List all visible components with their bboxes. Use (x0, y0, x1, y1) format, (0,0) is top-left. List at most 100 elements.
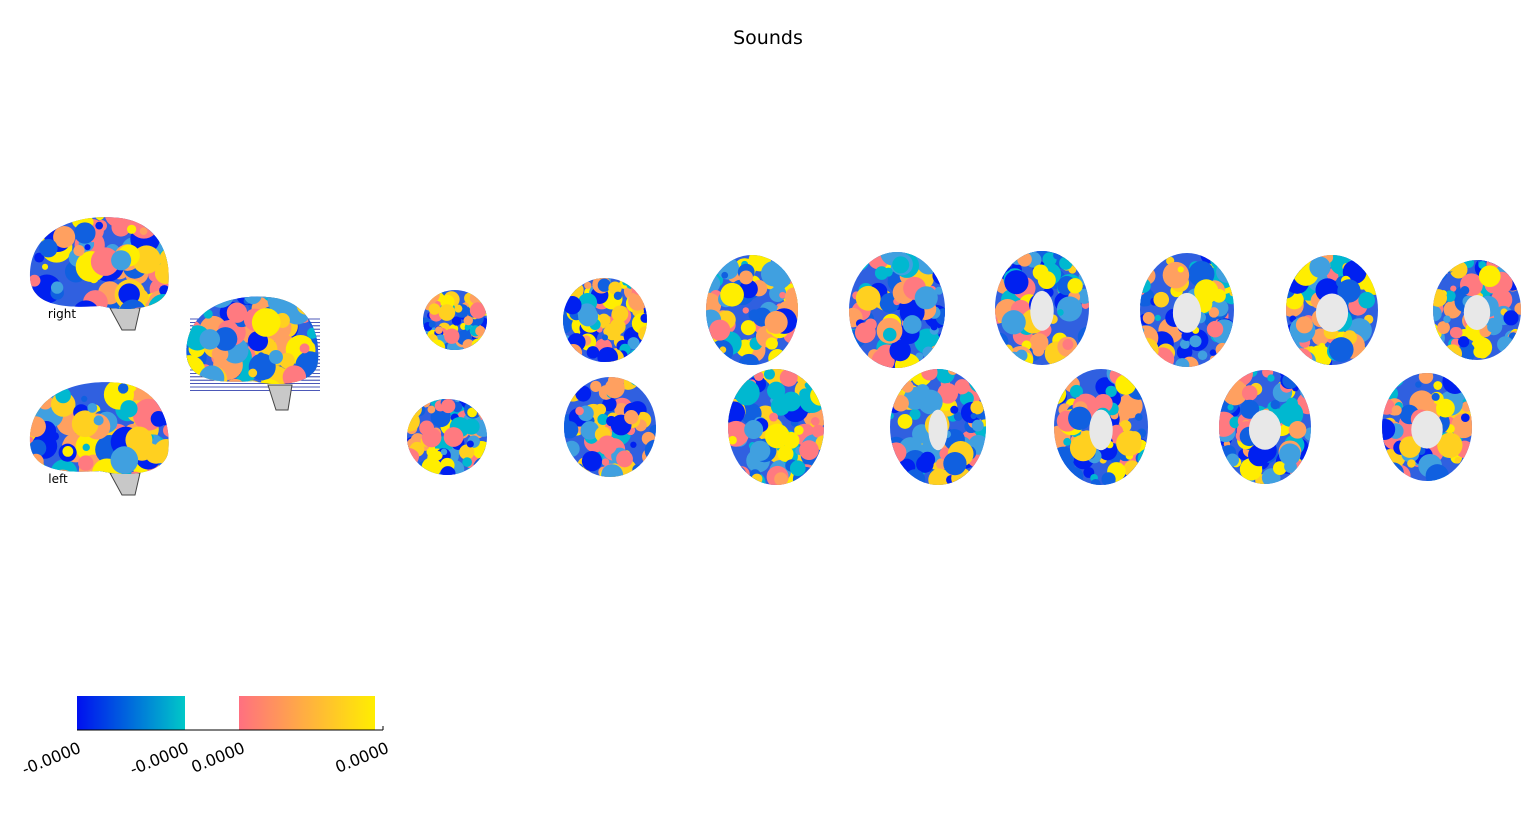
activation-blob (1068, 406, 1092, 431)
activation-blob (930, 323, 938, 331)
activation-blob (423, 290, 440, 304)
activation-blob (117, 383, 129, 394)
activation-blob (564, 377, 579, 392)
activation-blob (934, 286, 944, 295)
activation-blob (1153, 253, 1163, 259)
activation-blob (1433, 269, 1441, 279)
activation-blob (995, 256, 1013, 273)
activation-blob (1079, 352, 1089, 365)
activation-blob (811, 424, 824, 438)
activation-blob (1208, 307, 1220, 318)
activation-blob (753, 371, 764, 381)
brainstem (267, 384, 293, 411)
activation-blob (1072, 389, 1081, 398)
activation-blob (480, 468, 487, 475)
activation-blob (1454, 457, 1462, 464)
activation-blob (1056, 296, 1083, 322)
activation-blob (937, 383, 959, 404)
activation-blob (1227, 404, 1234, 411)
activation-blob (1140, 337, 1159, 363)
activation-blob (1213, 354, 1231, 367)
activation-blob (481, 336, 487, 345)
activation-blob (1135, 463, 1143, 471)
activation-blob (897, 414, 913, 429)
activation-blob (796, 371, 809, 385)
activation-blob (630, 441, 637, 448)
activation-blob (571, 278, 584, 287)
activation-blob (578, 306, 599, 327)
ventricle (1315, 293, 1349, 332)
activation-blob (298, 296, 319, 307)
activation-blob (1057, 309, 1064, 316)
activation-blob (616, 450, 633, 468)
activation-blob (916, 252, 941, 275)
activation-blob (1358, 291, 1376, 309)
ventricle (1411, 410, 1443, 449)
activation-blob (602, 396, 617, 412)
activation-blob (930, 252, 945, 273)
activation-blob (469, 302, 487, 319)
activation-blob (728, 384, 738, 397)
activation-blob (104, 217, 132, 228)
activation-blob (995, 251, 1014, 271)
activation-blob (632, 464, 644, 476)
activation-blob (50, 432, 59, 441)
activation-blob (779, 291, 786, 299)
activation-blob (1194, 279, 1219, 304)
activation-blob (728, 401, 746, 424)
activation-blob (1383, 373, 1396, 380)
activation-blob (597, 435, 617, 455)
activation-blob (970, 400, 985, 415)
brain-slice (563, 278, 647, 362)
activation-blob (1436, 398, 1455, 418)
activation-blob (935, 264, 945, 280)
activation-blob (1437, 321, 1450, 334)
activation-blob (162, 423, 169, 437)
activation-blob (148, 294, 169, 309)
activation-blob (1497, 336, 1514, 353)
activation-blob (1240, 399, 1260, 419)
activation-blob (959, 391, 974, 406)
activation-blob (1175, 358, 1190, 367)
activation-blob (259, 394, 267, 402)
activation-blob (584, 281, 592, 289)
activation-blob (199, 329, 221, 350)
activation-blob (53, 225, 76, 249)
activation-blob (31, 217, 41, 222)
activation-blob (934, 252, 942, 256)
activation-blob (407, 452, 412, 462)
activation-blob (407, 399, 422, 419)
activation-blob (1433, 381, 1443, 390)
activation-blob (29, 439, 47, 457)
activation-blob (976, 377, 986, 395)
activation-blob (1309, 256, 1331, 278)
activation-blob (257, 352, 265, 359)
activation-blob (642, 377, 656, 396)
brain-slice (1382, 373, 1472, 481)
activation-blob (67, 473, 93, 474)
activation-blob (1032, 344, 1045, 357)
activation-blob (39, 382, 56, 399)
activation-blob (203, 309, 213, 319)
activation-blob (622, 279, 629, 286)
activation-blob (999, 251, 1014, 262)
activation-blob (604, 378, 625, 399)
activation-blob (248, 296, 256, 300)
activation-blob (1272, 461, 1287, 475)
activation-blob (810, 385, 824, 406)
activation-blob (1365, 260, 1378, 273)
activation-blob (1399, 475, 1409, 481)
activation-blob (186, 362, 192, 379)
activation-blob (158, 384, 169, 404)
activation-blob (37, 394, 53, 410)
activation-blob (1287, 347, 1298, 358)
activation-blob (564, 343, 583, 362)
activation-blob (1460, 413, 1470, 423)
activation-blob (799, 369, 815, 381)
activation-blob (719, 346, 727, 354)
activation-blob (268, 350, 283, 365)
activation-blob (299, 296, 313, 303)
activation-blob (765, 337, 778, 350)
activation-blob (640, 467, 656, 477)
